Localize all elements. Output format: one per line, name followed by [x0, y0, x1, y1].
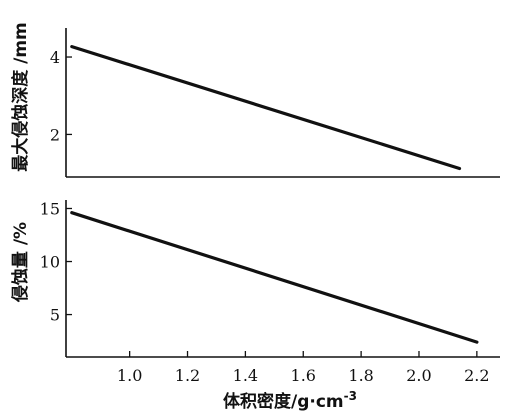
bottom-x-ticks: 1.0 1.2 1.4 1.6 1.8 2.0 2.2: [117, 351, 490, 385]
x-axis-title: 体积密度/g·cm-3: [223, 389, 357, 412]
top-y-tick-label: 2: [50, 125, 60, 144]
x-axis-title-main: 体积密度/g·cm: [223, 391, 344, 412]
bottom-x-tick-label: 2.0: [406, 366, 431, 385]
x-axis-title-exponent: -3: [344, 389, 357, 403]
bottom-x-tick-label: 1.2: [175, 366, 200, 385]
bottom-series-line: [70, 211, 479, 344]
bottom-y-tick-label: 15: [40, 199, 60, 218]
bottom-y-axis-title: 侵蚀量 /%: [10, 222, 31, 303]
top-y-tick-label: 4: [50, 48, 60, 67]
bottom-y-ticks: 5 10 15: [40, 199, 72, 325]
bottom-panel: 5 10 15 1.0 1.2 1.4 1.6 1.8 2.0 2.2 侵蚀量 /% 体积密度/…: [10, 199, 500, 412]
bottom-y-tick-label: 10: [40, 253, 60, 272]
bottom-x-tick-label: 1.8: [348, 366, 373, 385]
bottom-x-tick-label: 1.0: [117, 366, 142, 385]
bottom-x-tick-label: 1.6: [291, 366, 316, 385]
bottom-x-tick-label: 2.2: [464, 366, 489, 385]
top-series-line: [70, 44, 462, 171]
bottom-x-tick-label: 1.4: [233, 366, 258, 385]
top-y-ticks: 24: [50, 48, 72, 144]
top-panel: 24 最大侵蚀深度 /mm: [10, 22, 500, 178]
bottom-y-tick-label: 5: [50, 306, 60, 325]
top-y-axis-title: 最大侵蚀深度 /mm: [10, 22, 31, 172]
